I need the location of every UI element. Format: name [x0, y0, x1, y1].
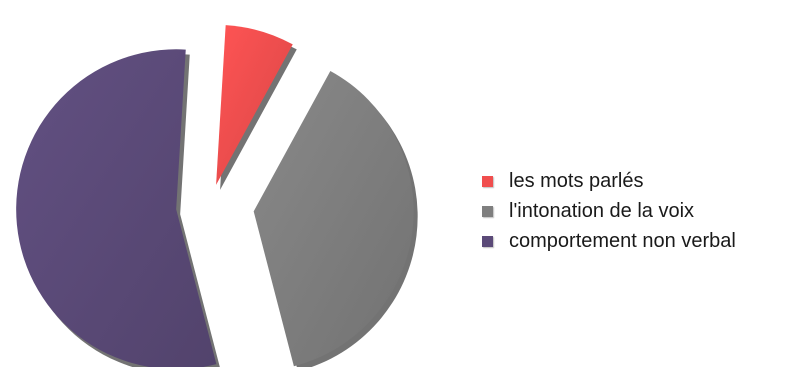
legend-swatch-comportement-non-verbal: [482, 235, 493, 247]
pie-slices: [16, 25, 418, 372]
legend-item-intonation-de-la-voix: l'intonation de la voix: [482, 196, 782, 226]
legend-label-intonation-de-la-voix: l'intonation de la voix: [509, 199, 695, 222]
legend-label-les-mots-parles: les mots parlés: [509, 169, 644, 192]
legend-swatch-intonation-de-la-voix: [482, 205, 493, 217]
pie-slice-l-intonation-de-la-voix: [253, 70, 414, 367]
legend-item-comportement-non-verbal: comportement non verbal: [482, 226, 782, 256]
legend-label-comportement-non-verbal: comportement non verbal: [509, 229, 736, 252]
pie-slice-comportement-non-verbal: [16, 49, 217, 370]
chart-legend: les mots parlés l'intonation de la voix …: [482, 166, 782, 256]
legend-swatch-les-mots-parles: [482, 175, 493, 187]
legend-item-les-mots-parles: les mots parlés: [482, 166, 782, 196]
pie-slice-les-mots-parl-s: [216, 25, 293, 185]
